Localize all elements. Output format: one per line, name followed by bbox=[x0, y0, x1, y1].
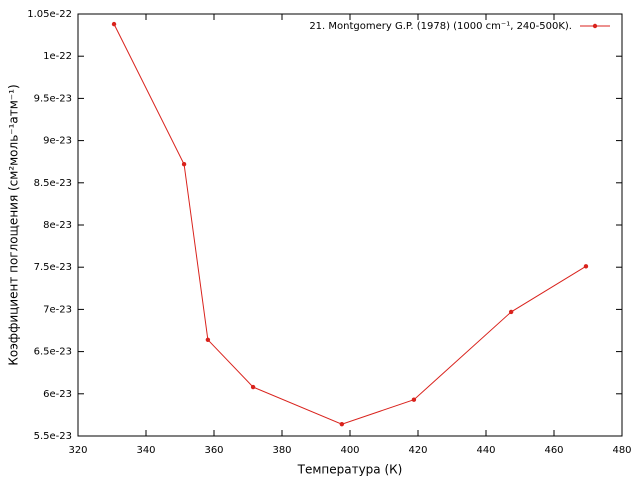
y-tick-label: 9.5e-23 bbox=[34, 93, 72, 104]
y-tick-label: 6.5e-23 bbox=[34, 347, 72, 358]
y-tick-label: 1.05e-22 bbox=[27, 9, 72, 20]
x-axis-title: Температура (К) bbox=[297, 463, 403, 477]
data-point bbox=[205, 337, 211, 342]
x-tick-label: 480 bbox=[612, 445, 631, 456]
y-tick-label: 5.5e-23 bbox=[34, 431, 72, 442]
x-tick-label: 320 bbox=[68, 445, 87, 456]
y-axis-title: Коэффициент поглощения (см²моль⁻¹атм⁻¹) bbox=[7, 84, 21, 365]
y-tick-label: 9e-23 bbox=[43, 136, 72, 147]
x-tick-label: 420 bbox=[408, 445, 427, 456]
data-point bbox=[181, 162, 187, 167]
x-tick-label: 360 bbox=[204, 445, 223, 456]
x-tick-label: 440 bbox=[476, 445, 495, 456]
y-tick-label: 7.5e-23 bbox=[34, 262, 72, 273]
data-point bbox=[411, 397, 417, 402]
x-tick-label: 400 bbox=[340, 445, 359, 456]
data-point bbox=[250, 384, 256, 390]
plot-frame bbox=[77, 13, 623, 437]
series-line bbox=[113, 23, 587, 425]
data-point bbox=[111, 21, 117, 27]
data-point bbox=[508, 309, 514, 315]
legend-label: 21. Montgomery G.P. (1978) (1000 cm⁻¹, 2… bbox=[309, 21, 572, 32]
data-point bbox=[583, 264, 589, 269]
x-tick-label: 340 bbox=[136, 445, 155, 456]
y-tick-label: 8.5e-23 bbox=[34, 178, 72, 189]
y-tick-label: 8e-23 bbox=[43, 220, 72, 231]
y-tick-label: 7e-23 bbox=[43, 304, 72, 315]
legend-marker bbox=[592, 23, 598, 29]
y-tick-label: 1e-22 bbox=[43, 51, 72, 62]
y-tick-label: 6e-23 bbox=[43, 389, 72, 400]
data-point bbox=[339, 421, 345, 427]
x-tick-label: 460 bbox=[544, 445, 563, 456]
x-tick-label: 380 bbox=[272, 445, 291, 456]
